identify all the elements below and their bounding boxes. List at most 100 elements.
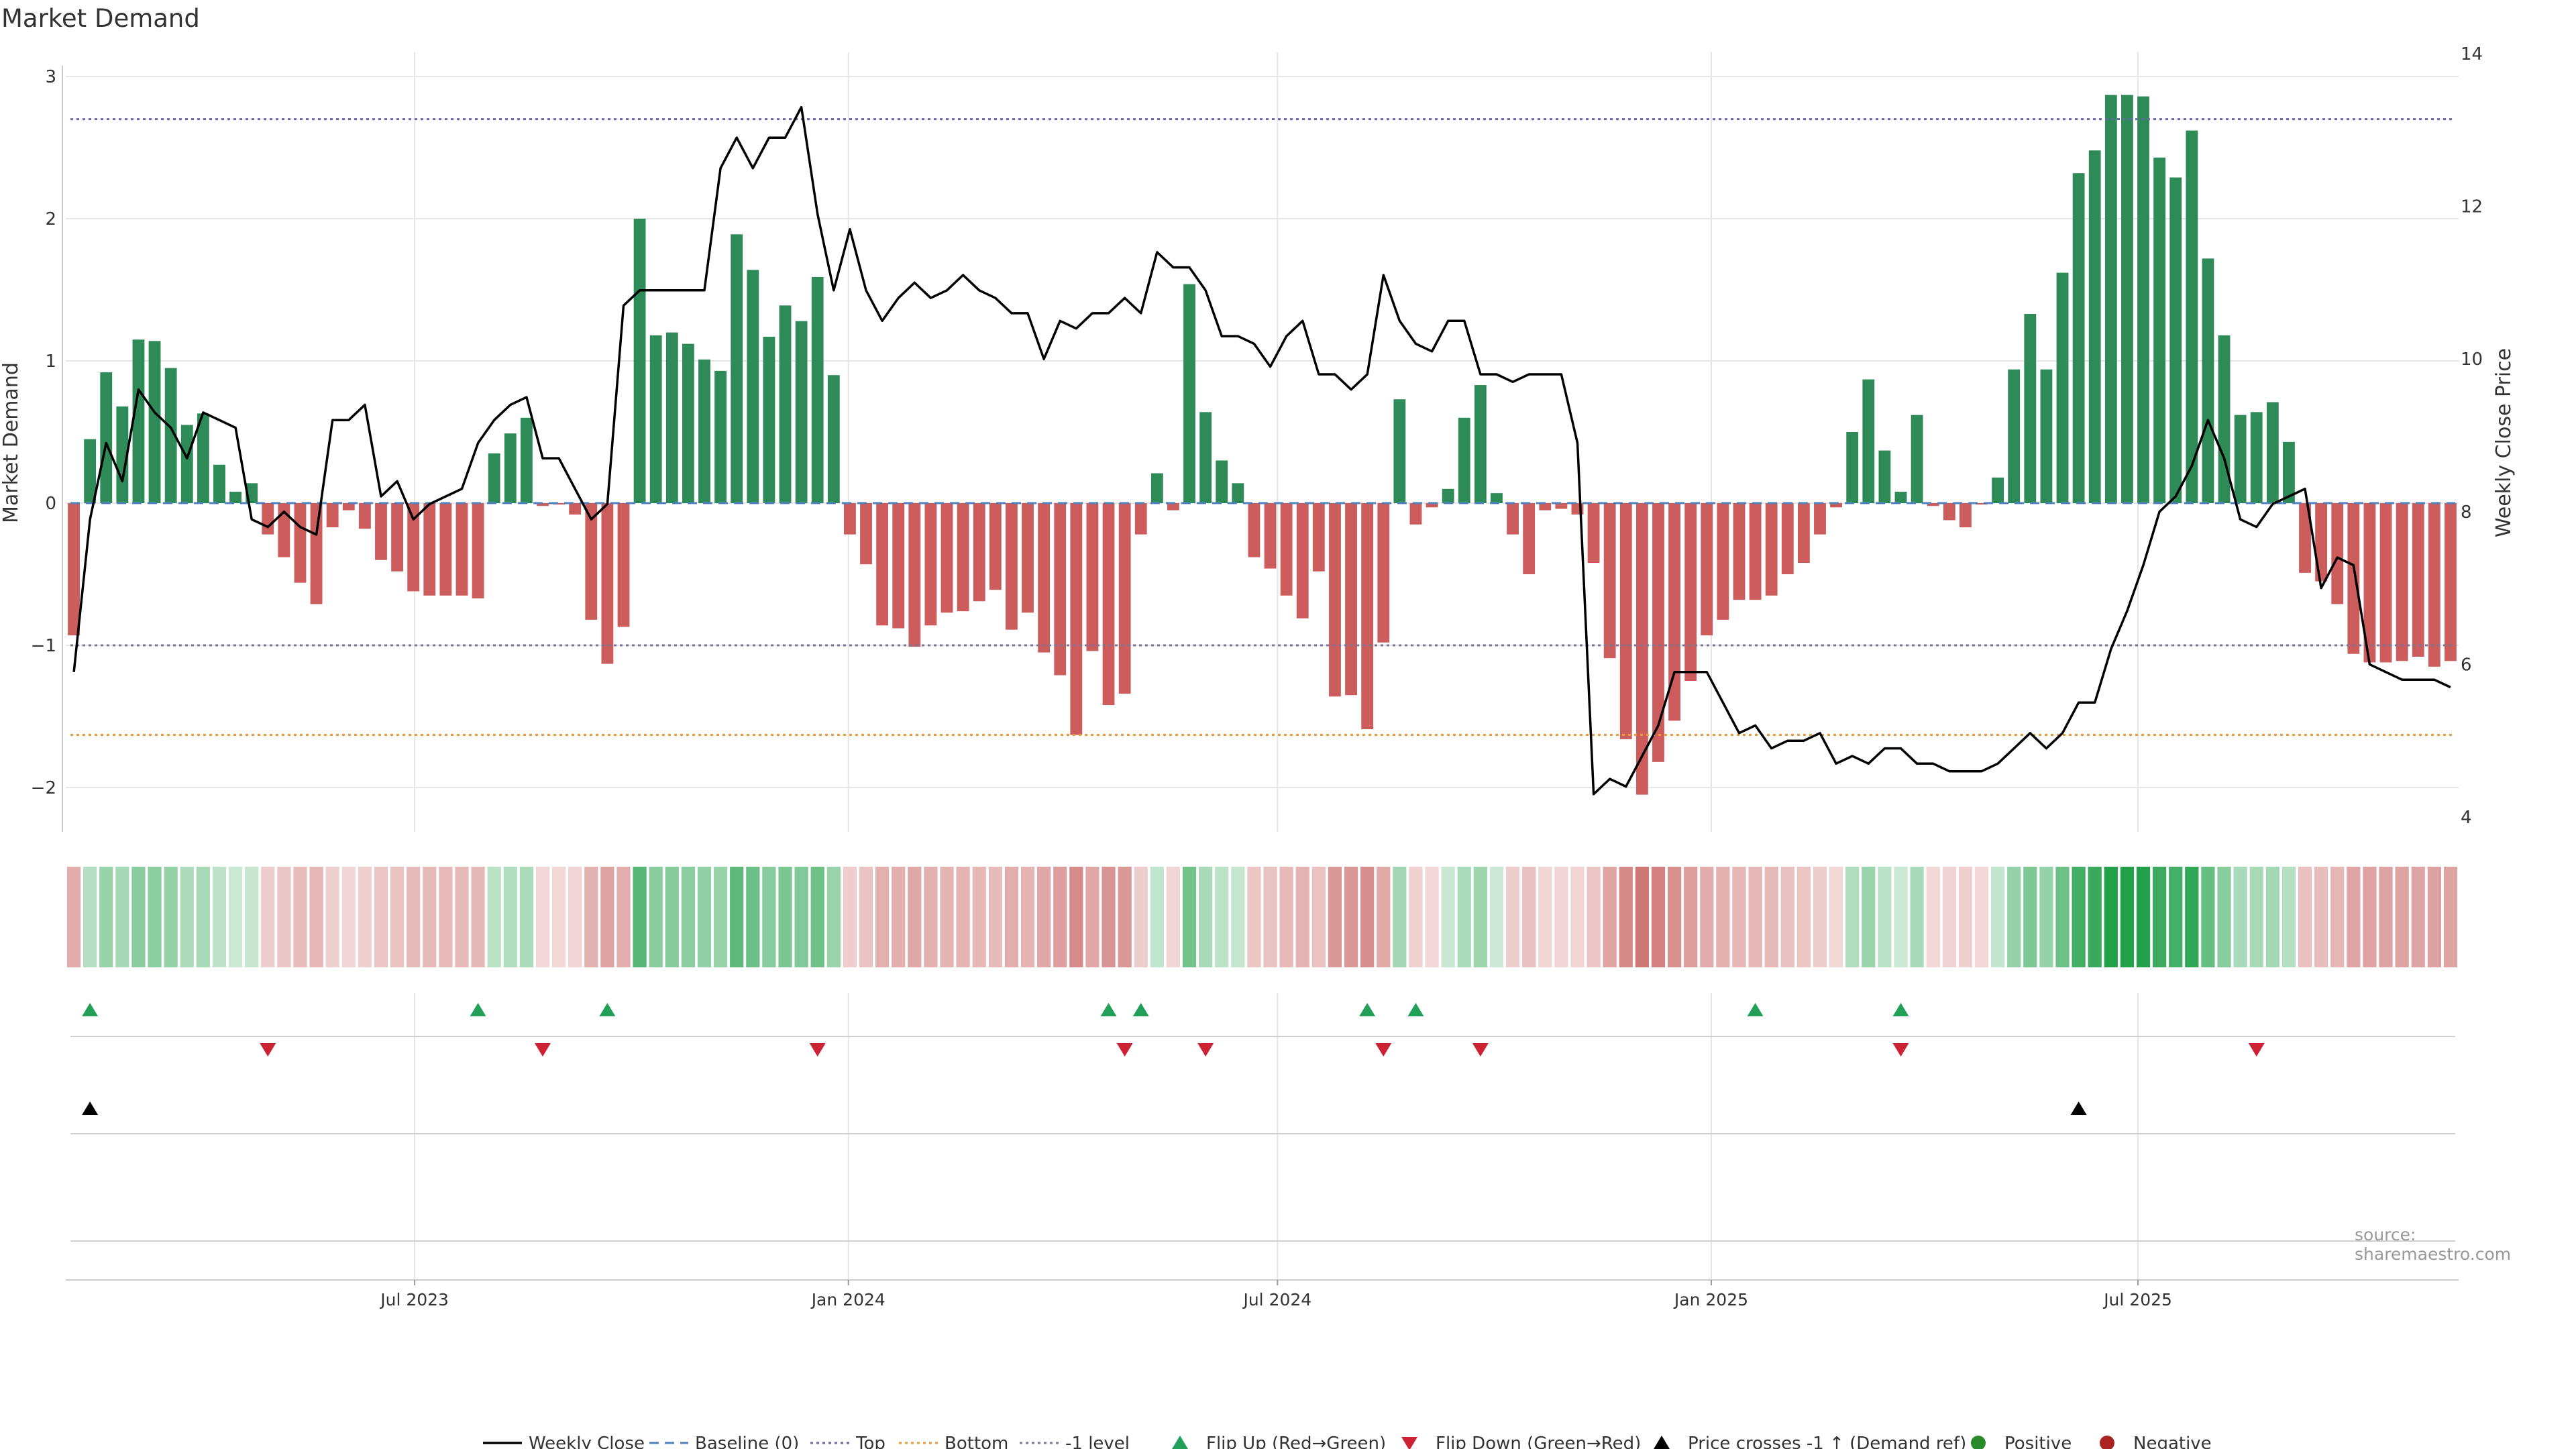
demand-bar [84, 439, 97, 503]
flip-up-marker [1132, 1003, 1149, 1016]
flip-up-marker [470, 1003, 486, 1016]
heat-cell [99, 867, 113, 967]
y-tick-label: 3 [45, 67, 56, 87]
heat-cell [2363, 867, 2377, 967]
legend-swatch-down [1401, 1437, 1417, 1449]
heat-cell [1619, 867, 1633, 967]
demand-bar [504, 433, 517, 503]
demand-bar [2186, 130, 2198, 503]
demand-bar [520, 417, 533, 503]
demand-bar [843, 503, 856, 535]
price-cross-marker [2070, 1102, 2087, 1115]
heat-cell [519, 867, 534, 967]
demand-bar [860, 503, 872, 565]
chart-title: Market Demand [1, 4, 200, 33]
heat-cell [374, 867, 388, 967]
demand-bar [2104, 95, 2117, 503]
heat-cell [83, 867, 97, 967]
heat-cell [2265, 867, 2279, 967]
demand-bar [924, 503, 937, 626]
x-tick-label: Jan 2024 [810, 1290, 885, 1309]
demand-bar [1409, 503, 1422, 525]
demand-bar [2428, 503, 2440, 667]
heat-cell [2282, 867, 2296, 967]
legend-label: Bottom [945, 1434, 1008, 1449]
flip-down-marker [809, 1043, 826, 1057]
legend-swatch-up [1654, 1436, 1670, 1449]
y2-axis-label: Weekly Close Price [2492, 348, 2516, 537]
demand-bar [795, 321, 808, 503]
heat-cell [1053, 867, 1067, 967]
heat-cell [2249, 867, 2263, 967]
demand-bar [68, 503, 80, 636]
demand-bar [1976, 503, 1988, 505]
flip-up-marker [1892, 1003, 1909, 1016]
demand-bar [876, 503, 889, 626]
demand-bar [1070, 503, 1083, 735]
demand-bar [1668, 503, 1681, 721]
heat-cell [1554, 867, 1568, 967]
heat-cell [1716, 867, 1730, 967]
demand-bar [1717, 503, 1729, 620]
demand-bar [2299, 503, 2311, 573]
demand-bar [2412, 503, 2424, 657]
heat-cell [1845, 867, 1860, 967]
heat-cell [1603, 867, 1617, 967]
heat-cell [859, 867, 873, 967]
demand-bar [1603, 503, 1616, 659]
demand-bar [2072, 173, 2085, 503]
heat-cell [1538, 867, 1552, 967]
heat-cell [180, 867, 194, 967]
heat-cell [1732, 867, 1746, 967]
demand-bar [1216, 460, 1228, 503]
cross-markers [82, 1102, 2087, 1115]
y-tick-label: −1 [31, 636, 56, 656]
demand-bar [601, 503, 614, 664]
heat-cell [535, 867, 550, 967]
heat-cell [1134, 867, 1148, 967]
legend-label: -1 level [1065, 1434, 1130, 1449]
heat-cell [1813, 867, 1827, 967]
demand-bar [2445, 503, 2457, 661]
demand-bar [1345, 503, 1357, 696]
demand-bar [1862, 379, 1875, 503]
heat-cell [1587, 867, 1601, 967]
legend-label: Price crosses -1 ↑ (Demand ref) [1688, 1434, 1966, 1449]
demand-bar [1150, 473, 1163, 503]
demand-bar [1474, 385, 1487, 503]
y2-tick-label: 12 [2461, 197, 2483, 217]
demand-bar [1134, 503, 1147, 535]
heat-cell [439, 867, 453, 967]
demand-bar [553, 503, 566, 505]
heat-cell [66, 867, 81, 967]
demand-bar [1539, 503, 1552, 511]
heat-cell [1878, 867, 1892, 967]
heat-cell [293, 867, 307, 967]
demand-bar [1797, 503, 1810, 564]
demand-bar [1943, 503, 1955, 521]
price-cross-marker [82, 1102, 99, 1115]
demand-bar [2169, 177, 2182, 503]
demand-bar [989, 503, 1002, 590]
demand-bar [1635, 503, 1648, 795]
heat-cell [325, 867, 339, 967]
heat-cell [1457, 867, 1471, 967]
demand-bar [2202, 258, 2214, 503]
heat-cell [2233, 867, 2247, 967]
heat-cell [358, 867, 372, 967]
heat-cell [2120, 867, 2135, 967]
demand-bar [407, 503, 420, 592]
demand-bar [1102, 503, 1115, 706]
heat-cell [148, 867, 162, 967]
demand-bar [1491, 493, 1503, 503]
demand-bar [1927, 503, 1939, 506]
demand-bar [455, 503, 468, 596]
heat-cell [1862, 867, 1876, 967]
heat-cell [2314, 867, 2328, 967]
heat-cell [131, 867, 146, 967]
legend-label: Positive [2004, 1434, 2072, 1449]
heat-cell [972, 867, 986, 967]
demand-bar [2315, 503, 2328, 582]
demand-bar [2234, 415, 2247, 503]
demand-bar [1507, 503, 1519, 535]
